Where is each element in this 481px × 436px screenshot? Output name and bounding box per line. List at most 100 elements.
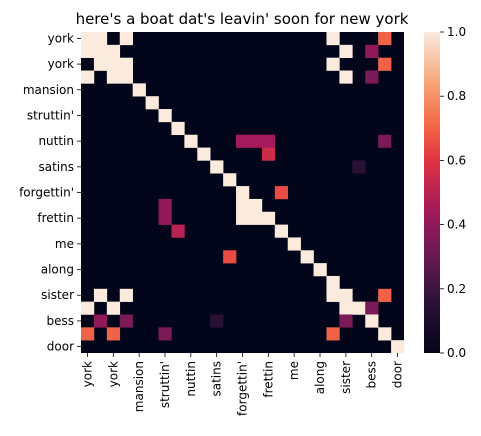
heatmap-cell bbox=[106, 57, 121, 71]
heatmap-cell bbox=[132, 83, 146, 97]
heatmap-cell bbox=[274, 224, 289, 238]
heatmap-cell bbox=[171, 224, 185, 238]
y-tick-label: me bbox=[55, 237, 74, 251]
heatmap-cell bbox=[378, 32, 392, 46]
heatmap-cell bbox=[119, 70, 133, 84]
y-tick-label: frettin bbox=[37, 211, 74, 225]
heatmap-cell bbox=[236, 134, 250, 148]
heatmap-cell bbox=[339, 44, 353, 58]
heatmap-cell bbox=[365, 44, 379, 58]
x-tick-label: frettin bbox=[261, 361, 275, 398]
x-tick-label: sister bbox=[339, 361, 353, 394]
x-tick-label: bess bbox=[365, 361, 379, 389]
y-tick-label: york bbox=[48, 57, 74, 71]
y-tick-label: mansion bbox=[23, 83, 74, 97]
heatmap-cell bbox=[145, 96, 159, 110]
x-tick-label: along bbox=[313, 361, 327, 394]
heatmap-cell bbox=[326, 57, 340, 71]
heatmap-cell bbox=[313, 263, 327, 277]
heatmap-cell bbox=[378, 288, 392, 302]
heatmap-cell bbox=[300, 250, 314, 264]
y-tick-label: york bbox=[48, 31, 74, 45]
colorbar bbox=[424, 32, 440, 353]
heatmap-cell bbox=[171, 121, 185, 136]
heatmap-cell bbox=[365, 314, 379, 328]
x-tick-label: struttin' bbox=[158, 361, 172, 408]
heatmap-cell bbox=[81, 327, 95, 341]
y-tick-label: sister bbox=[41, 288, 74, 302]
heatmap-cell bbox=[326, 275, 340, 290]
heatmap-cell bbox=[81, 44, 95, 58]
x-tick-label: satins bbox=[210, 361, 224, 397]
colorbar-tick-label: 0.6 bbox=[447, 153, 466, 167]
x-axis-ticks: york york mansion struttin' nuttin satins forg… bbox=[80, 353, 405, 416]
heatmap-cell bbox=[119, 314, 133, 328]
heatmap-cell bbox=[339, 301, 353, 315]
y-tick-label: door bbox=[47, 340, 74, 354]
x-tick-label: door bbox=[391, 361, 405, 388]
heatmap-cell bbox=[378, 57, 392, 71]
y-tick-label: forgettin' bbox=[19, 186, 74, 200]
heatmap-cell bbox=[106, 44, 121, 58]
x-tick-label: forgettin' bbox=[236, 361, 250, 416]
heatmap-cell bbox=[391, 340, 405, 354]
colorbar-tick-label: 0.8 bbox=[447, 89, 466, 103]
heatmap-cell bbox=[365, 301, 379, 315]
colorbar-tick-label: 0.0 bbox=[447, 346, 466, 360]
y-tick-label: along bbox=[41, 263, 74, 277]
heatmap-cell bbox=[236, 198, 250, 213]
colorbar-tick-label: 1.0 bbox=[447, 25, 466, 39]
heatmap-cell bbox=[210, 314, 224, 328]
heatmap-cell bbox=[326, 327, 340, 341]
x-tick-label: mansion bbox=[132, 361, 146, 412]
heatmap-cell bbox=[261, 134, 276, 148]
heatmap-cell bbox=[93, 32, 108, 46]
heatmap-cell bbox=[236, 211, 250, 225]
heatmap-cell bbox=[365, 70, 379, 84]
y-axis-ticks: york york mansion struttin' nuttin satins forg… bbox=[19, 31, 81, 354]
colorbar-tick-label: 0.2 bbox=[447, 282, 466, 296]
heatmap-cell bbox=[274, 186, 289, 200]
heatmap-cell bbox=[106, 301, 121, 315]
x-tick-label: me bbox=[287, 361, 301, 380]
heatmap-cell bbox=[261, 147, 276, 161]
heatmap-cell bbox=[93, 314, 108, 328]
heatmap-cell bbox=[378, 134, 392, 148]
heatmap-cell bbox=[248, 211, 263, 225]
heatmap-cell bbox=[93, 57, 108, 71]
heatmap-cell bbox=[352, 160, 366, 174]
heatmap-cell bbox=[81, 301, 95, 315]
colorbar-ticks: 0.0 0.2 0.4 0.6 0.8 1.0 bbox=[440, 25, 466, 360]
heatmap-cell bbox=[248, 134, 263, 148]
heatmap-cell bbox=[287, 237, 301, 251]
heatmap-cell bbox=[326, 32, 340, 46]
heatmap-cell bbox=[223, 173, 237, 187]
heatmap-cell bbox=[184, 134, 198, 148]
heatmap-cell bbox=[339, 314, 353, 328]
heatmap-cell bbox=[236, 186, 250, 200]
heatmap-cell bbox=[223, 250, 237, 264]
y-tick-label: bess bbox=[46, 314, 74, 328]
x-tick-label: york bbox=[80, 361, 94, 387]
heatmap-cell bbox=[339, 288, 353, 302]
heatmap-cell bbox=[210, 160, 224, 174]
y-tick-label: satins bbox=[38, 160, 74, 174]
y-tick-label: struttin' bbox=[27, 108, 74, 122]
heatmap-cell bbox=[352, 301, 366, 315]
heatmap-cell bbox=[93, 288, 108, 302]
heatmap-cell bbox=[158, 327, 172, 341]
heatmap-cell bbox=[158, 211, 172, 225]
heatmap-cell bbox=[119, 288, 133, 302]
heatmap-cell bbox=[197, 147, 211, 161]
x-tick-label: york bbox=[106, 361, 120, 387]
heatmap-cell bbox=[81, 32, 95, 46]
x-tick-label: nuttin bbox=[184, 361, 198, 397]
y-tick-label: nuttin bbox=[38, 134, 74, 148]
heatmap-cell bbox=[106, 70, 121, 84]
heatmap-cell bbox=[248, 198, 263, 213]
chart-title: here's a boat dat's leavin' soon for new… bbox=[76, 10, 409, 28]
heatmap-cell bbox=[119, 32, 133, 46]
heatmap-cell bbox=[158, 109, 172, 123]
heatmap-cell bbox=[106, 327, 121, 341]
heatmap-cell bbox=[326, 288, 340, 302]
